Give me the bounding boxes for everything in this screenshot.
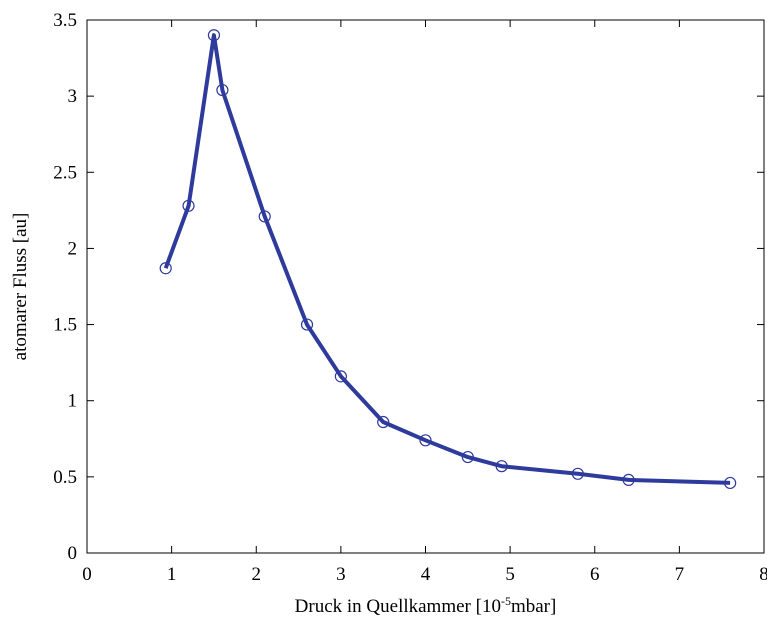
y-tick-label: 1.5: [53, 315, 77, 336]
data-point: [300, 318, 314, 331]
plot-frame: [86, 19, 765, 554]
data-point: [461, 450, 474, 464]
y-tick-label: 0: [68, 543, 78, 564]
x-tick-label: 7: [675, 564, 685, 585]
series-layer: [159, 29, 737, 490]
x-tick-label: 0: [82, 564, 92, 585]
x-axis-label: Druck in Quellkammer [10-5mbar]: [295, 594, 557, 617]
y-tick-label: 3.5: [53, 10, 77, 31]
axis-ticks: [86, 19, 765, 554]
data-point: [377, 415, 390, 429]
y-axis-label: atomarer Fluss [au]: [10, 213, 31, 361]
y-tick-labels: 0 0.5 1 1.5 2 2.5 3 3.5: [53, 10, 77, 564]
data-point: [207, 29, 221, 42]
x-tick-label: 3: [336, 564, 346, 585]
x-tick-labels: 0 1 2 3 4 5 6 7 8: [82, 564, 767, 585]
y-tick-label: 0.5: [53, 467, 77, 488]
y-tick-label: 2: [68, 238, 78, 259]
data-point: [724, 476, 737, 490]
y-tick-label: 3: [68, 86, 78, 107]
series-line: [163, 33, 731, 485]
data-point: [622, 473, 635, 487]
data-point: [334, 370, 347, 383]
x-tick-label: 5: [505, 564, 515, 585]
data-point: [419, 434, 432, 447]
data-point: [571, 467, 584, 480]
x-tick-label: 6: [590, 564, 600, 585]
x-tick-label: 4: [421, 564, 431, 585]
data-point: [182, 199, 195, 212]
data-point: [159, 262, 172, 275]
x-tick-label: 2: [252, 564, 262, 585]
x-tick-label: 1: [167, 564, 177, 585]
data-point: [495, 460, 508, 473]
y-tick-label: 1: [68, 391, 78, 412]
y-tick-label: 2.5: [53, 162, 77, 183]
data-point: [258, 210, 271, 223]
x-tick-label: 8: [759, 564, 767, 585]
data-point: [216, 83, 229, 97]
